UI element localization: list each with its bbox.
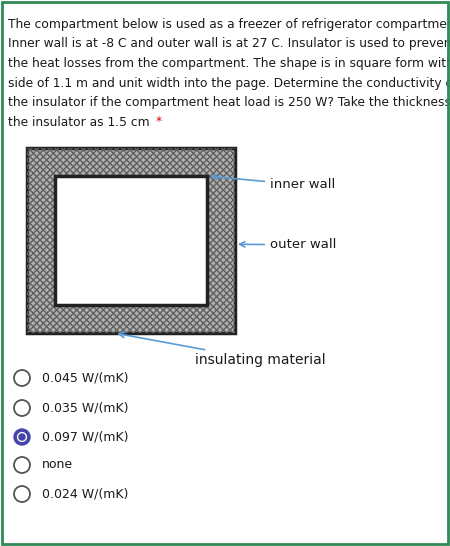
Bar [27, 148, 235, 333]
Text: the insulator as 1.5 cm: the insulator as 1.5 cm [8, 116, 153, 128]
Circle shape [18, 432, 27, 441]
Text: *: * [156, 116, 162, 128]
Text: the heat losses from the compartment. The shape is in square form with a: the heat losses from the compartment. Th… [8, 57, 450, 70]
Text: outer wall: outer wall [240, 239, 337, 252]
Text: 0.097 W/(mK): 0.097 W/(mK) [42, 430, 129, 443]
Text: inner wall: inner wall [212, 174, 335, 192]
Text: side of 1.1 m and unit width into the page. Determine the conductivity of: side of 1.1 m and unit width into the pa… [8, 76, 450, 90]
Text: insulating material: insulating material [119, 332, 326, 367]
Text: 0.024 W/(mK): 0.024 W/(mK) [42, 488, 128, 501]
Text: none: none [42, 459, 73, 472]
Text: The compartment below is used as a freezer of refrigerator compartment.: The compartment below is used as a freez… [8, 18, 450, 31]
Text: the insulator if the compartment heat load is 250 W? Take the thickness of: the insulator if the compartment heat lo… [8, 96, 450, 109]
Text: 0.035 W/(mK): 0.035 W/(mK) [42, 401, 129, 414]
Bar [55, 176, 207, 305]
Text: Inner wall is at -8 C and outer wall is at 27 C. Insulator is used to prevent: Inner wall is at -8 C and outer wall is … [8, 38, 450, 50]
Text: 0.045 W/(mK): 0.045 W/(mK) [42, 371, 129, 384]
Circle shape [19, 434, 25, 440]
Circle shape [14, 429, 30, 445]
Bar [27, 148, 235, 333]
